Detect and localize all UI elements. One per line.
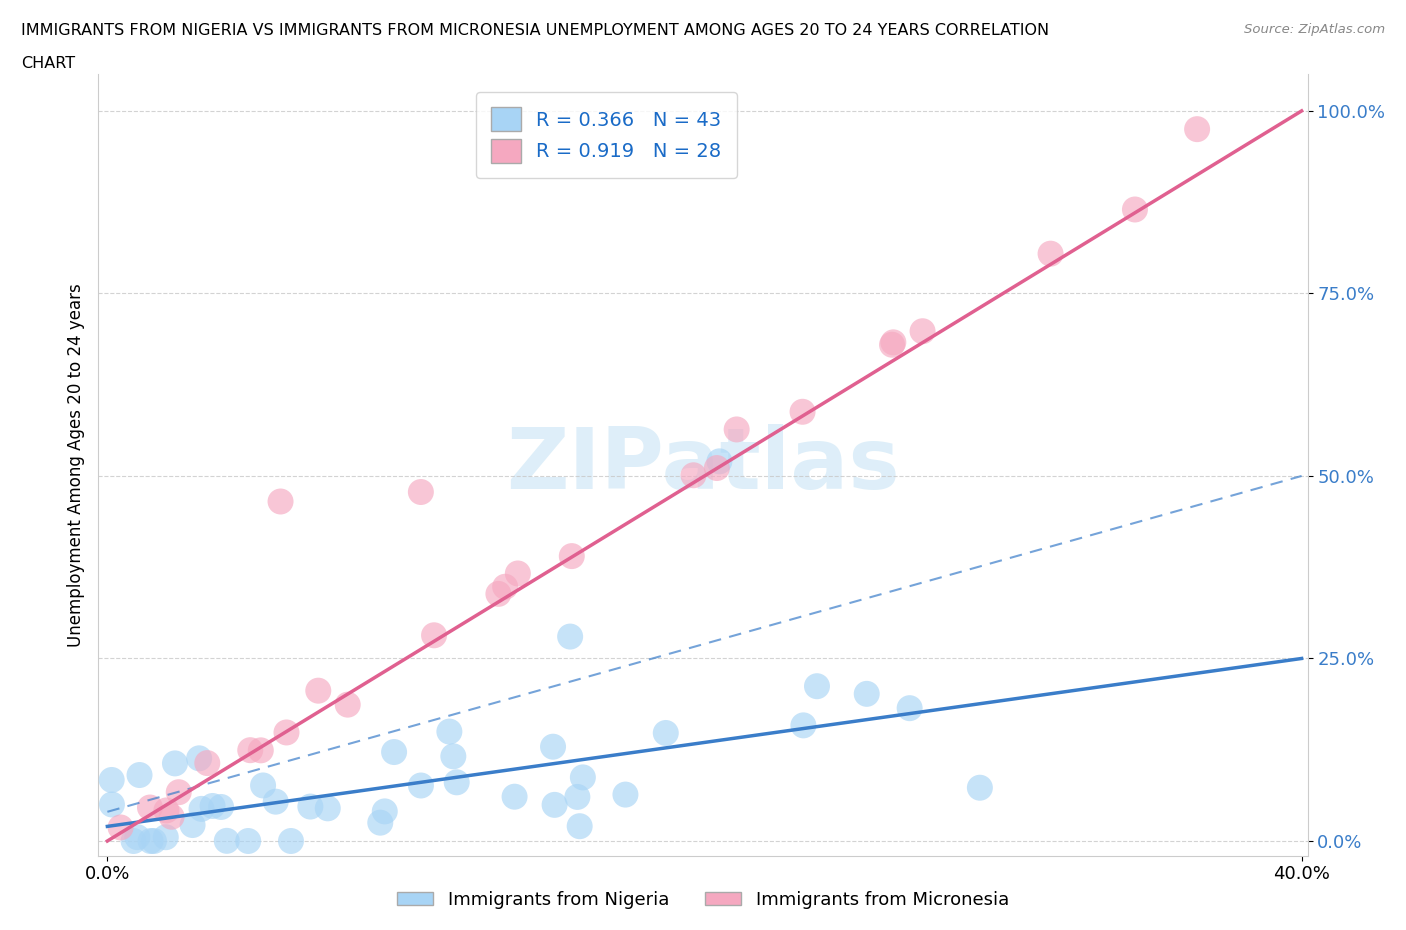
Point xyxy=(307,684,329,698)
Point xyxy=(239,743,262,758)
Point xyxy=(122,833,145,848)
Point xyxy=(270,494,292,509)
Point xyxy=(127,830,149,844)
Point xyxy=(503,790,526,804)
Point xyxy=(209,800,232,815)
Point xyxy=(167,785,190,800)
Text: ZIPatlas: ZIPatlas xyxy=(506,423,900,507)
Point xyxy=(706,460,728,475)
Point xyxy=(792,718,814,733)
Point xyxy=(1039,246,1062,261)
Point xyxy=(188,751,211,765)
Point xyxy=(541,739,564,754)
Point xyxy=(560,629,582,644)
Point xyxy=(911,324,934,339)
Point xyxy=(155,830,177,844)
Point xyxy=(190,802,212,817)
Point xyxy=(682,468,704,483)
Point xyxy=(898,700,921,715)
Point xyxy=(614,787,637,802)
Point xyxy=(441,749,464,764)
Point xyxy=(1123,202,1146,217)
Point xyxy=(276,725,298,740)
Point xyxy=(567,790,589,804)
Point xyxy=(409,485,432,499)
Point xyxy=(374,804,396,818)
Point xyxy=(439,724,461,739)
Point xyxy=(543,797,565,812)
Text: Source: ZipAtlas.com: Source: ZipAtlas.com xyxy=(1244,23,1385,36)
Point xyxy=(181,817,204,832)
Point xyxy=(561,549,583,564)
Point xyxy=(195,756,218,771)
Point xyxy=(446,775,468,790)
Point xyxy=(494,579,516,594)
Legend: R = 0.366   N = 43, R = 0.919   N = 28: R = 0.366 N = 43, R = 0.919 N = 28 xyxy=(475,92,737,179)
Point xyxy=(709,454,731,469)
Point xyxy=(128,767,150,782)
Point xyxy=(139,800,162,815)
Point xyxy=(264,794,287,809)
Point xyxy=(336,698,359,712)
Point xyxy=(792,405,814,419)
Point xyxy=(725,422,748,437)
Point xyxy=(655,725,678,740)
Point xyxy=(880,338,903,352)
Y-axis label: Unemployment Among Ages 20 to 24 years: Unemployment Among Ages 20 to 24 years xyxy=(66,283,84,647)
Point xyxy=(201,799,224,814)
Legend: Immigrants from Nigeria, Immigrants from Micronesia: Immigrants from Nigeria, Immigrants from… xyxy=(389,884,1017,916)
Point xyxy=(280,833,302,848)
Point xyxy=(572,770,595,785)
Point xyxy=(382,745,405,760)
Point xyxy=(409,778,432,793)
Point xyxy=(316,801,339,816)
Text: CHART: CHART xyxy=(21,56,75,71)
Point xyxy=(100,773,122,788)
Point xyxy=(252,778,274,793)
Text: IMMIGRANTS FROM NIGERIA VS IMMIGRANTS FROM MICRONESIA UNEMPLOYMENT AMONG AGES 20: IMMIGRANTS FROM NIGERIA VS IMMIGRANTS FR… xyxy=(21,23,1049,38)
Point xyxy=(142,833,165,848)
Point xyxy=(423,628,446,643)
Point xyxy=(139,833,162,848)
Point xyxy=(160,809,183,824)
Point xyxy=(215,833,238,848)
Point xyxy=(101,797,124,812)
Point xyxy=(155,803,177,817)
Point xyxy=(368,816,391,830)
Point xyxy=(238,833,260,848)
Point xyxy=(568,818,591,833)
Point xyxy=(486,587,509,602)
Point xyxy=(163,756,186,771)
Point xyxy=(806,679,828,694)
Point xyxy=(969,780,991,795)
Point xyxy=(249,743,271,758)
Point xyxy=(882,335,904,350)
Point xyxy=(110,820,132,835)
Point xyxy=(506,566,529,581)
Point xyxy=(855,686,877,701)
Point xyxy=(299,799,322,814)
Point xyxy=(1185,122,1208,137)
